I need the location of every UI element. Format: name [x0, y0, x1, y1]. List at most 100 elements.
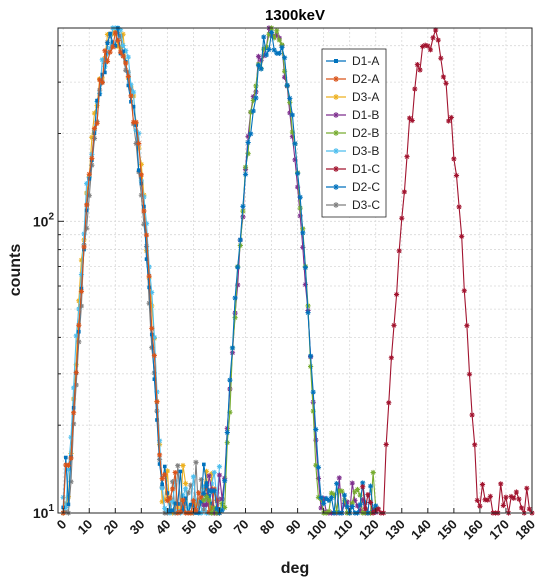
data-point	[308, 353, 314, 359]
data-point	[360, 480, 366, 486]
data-point	[367, 483, 374, 489]
data-point	[68, 434, 74, 440]
data-point	[469, 412, 475, 418]
x-tick-label: 70	[231, 517, 252, 538]
data-point	[222, 504, 228, 511]
data-point	[181, 508, 185, 513]
data-point	[159, 499, 165, 505]
data-point	[138, 172, 144, 178]
data-point	[383, 441, 389, 448]
data-point	[399, 215, 405, 221]
data-point	[102, 55, 108, 61]
data-point	[115, 43, 121, 49]
data-point	[117, 45, 124, 51]
data-point	[300, 244, 306, 250]
data-point	[321, 495, 327, 501]
data-point	[352, 489, 358, 495]
data-point	[76, 322, 82, 328]
data-point	[125, 54, 131, 60]
data-point	[318, 494, 324, 501]
data-point	[258, 66, 264, 72]
data-point	[357, 508, 363, 514]
data-point	[214, 506, 220, 512]
data-point	[201, 490, 207, 497]
data-point	[216, 496, 223, 503]
data-point	[199, 499, 204, 504]
data-point	[310, 399, 316, 405]
data-point	[141, 194, 147, 200]
data-point	[143, 232, 150, 238]
data-point	[203, 502, 210, 508]
data-point	[201, 483, 207, 489]
legend-item: D2-C	[326, 180, 380, 194]
data-point	[141, 221, 147, 227]
data-point	[474, 497, 480, 503]
data-point	[209, 505, 215, 511]
data-point	[526, 506, 532, 512]
data-point	[459, 233, 465, 239]
data-point	[86, 192, 92, 199]
data-point	[129, 99, 133, 104]
data-point	[362, 506, 368, 512]
data-point	[71, 396, 77, 402]
data-point	[128, 93, 134, 99]
x-tick-label: 80	[257, 517, 278, 538]
data-point	[78, 288, 85, 294]
data-point	[284, 82, 290, 88]
data-point	[245, 139, 251, 146]
data-point	[196, 497, 202, 503]
data-point	[274, 50, 280, 56]
data-point	[155, 418, 159, 422]
data-point	[344, 504, 350, 510]
x-tick-label: 160	[460, 517, 486, 543]
data-point	[81, 231, 87, 237]
data-point	[198, 476, 204, 483]
data-point	[365, 491, 371, 498]
data-point	[149, 332, 154, 337]
data-point	[128, 82, 134, 88]
legend-marker	[334, 59, 338, 63]
x-tick-label: 90	[283, 517, 304, 538]
data-point	[151, 334, 157, 340]
data-point	[203, 493, 210, 500]
data-point	[295, 184, 301, 190]
legend-item: D1-C	[326, 162, 380, 176]
data-point	[276, 50, 282, 56]
data-point	[438, 55, 444, 61]
data-point	[183, 496, 188, 501]
data-point	[334, 509, 340, 515]
data-point	[336, 488, 342, 494]
x-tick-label: 100	[304, 517, 330, 543]
legend-marker	[333, 184, 339, 190]
data-point	[143, 243, 150, 249]
legend-label: D1-A	[352, 54, 379, 68]
data-point	[84, 225, 90, 231]
data-point	[175, 463, 181, 469]
legend-item: D3-C	[326, 198, 380, 212]
data-point	[183, 501, 189, 507]
data-point	[183, 486, 189, 492]
data-point	[448, 114, 454, 121]
data-point	[513, 489, 519, 495]
data-point	[149, 289, 155, 296]
data-point	[302, 281, 309, 288]
data-point	[81, 244, 87, 250]
data-point	[91, 110, 98, 116]
data-point	[159, 475, 165, 482]
data-point	[354, 503, 361, 509]
data-point	[232, 315, 238, 321]
data-point	[274, 32, 280, 38]
data-point	[245, 151, 251, 157]
data-point	[89, 162, 95, 168]
data-point	[209, 501, 214, 506]
data-point	[240, 203, 246, 209]
data-point	[331, 491, 337, 497]
data-point	[315, 494, 322, 500]
data-point	[266, 46, 272, 53]
data-point	[107, 49, 113, 55]
data-point	[206, 488, 212, 494]
data-point	[479, 481, 486, 488]
data-point	[357, 492, 363, 498]
data-point	[268, 29, 275, 35]
data-point	[224, 429, 230, 436]
